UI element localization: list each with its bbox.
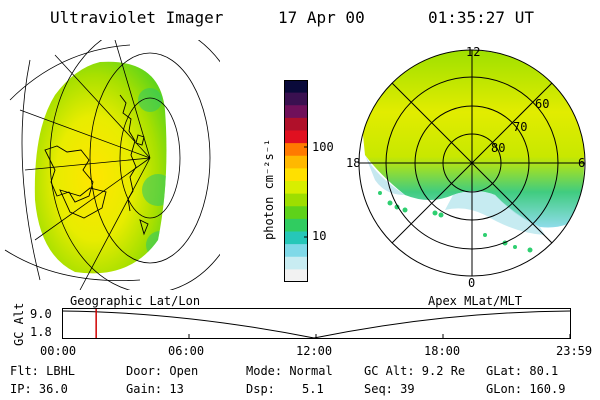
colorbar-band <box>284 269 308 282</box>
status-door: Door: Open <box>126 364 199 378</box>
colorbar-unit-label: photon cm⁻²s⁻¹ <box>262 138 276 240</box>
status-mode: Mode: Normal <box>246 364 333 378</box>
mlt-label-6: 6 <box>578 156 586 170</box>
mlt-label-18: 18 <box>346 156 361 170</box>
mlt-label-0: 0 <box>468 276 476 290</box>
timeline-xtick-1800: 18:00 <box>424 344 461 358</box>
colorbar-band <box>284 244 308 258</box>
colorbar-band <box>284 80 308 94</box>
colorbar-band <box>284 92 308 106</box>
colorbar-band <box>284 181 308 195</box>
colorbar-tick-100: 100 <box>312 140 334 154</box>
status-gain: Gain: 13 <box>126 382 184 396</box>
intensity-colorbar <box>284 80 308 282</box>
lat-label-60: 60 <box>535 97 550 111</box>
earth-disk-glow <box>34 61 167 274</box>
status-dsp-label: Dsp: <box>246 382 275 396</box>
colorbar-tick-10: 10 <box>312 229 327 243</box>
polar-image-panel <box>358 49 586 277</box>
status-gc-alt: GC Alt: 9.2 Re <box>364 364 466 378</box>
timeline-right-label: Apex MLat/MLT <box>428 294 522 308</box>
date-label: 17 Apr 00 <box>278 8 365 27</box>
lat-label-80: 80 <box>491 141 506 155</box>
time-label: 01:35:27 UT <box>428 8 534 27</box>
colorbar-band <box>284 168 308 182</box>
timeline-ytick-9: 9.0 <box>30 307 52 321</box>
colorbar-band <box>284 193 308 207</box>
colorbar-band <box>284 206 308 220</box>
status-filter: Flt: LBHL <box>10 364 76 378</box>
timeline-xtick-2359: 23:59 <box>556 344 593 358</box>
colorbar-band <box>284 105 308 119</box>
timeline-axis-label: GC Alt <box>12 302 26 346</box>
timeline-ytick-1: 1.8 <box>30 325 52 339</box>
lat-label-70: 70 <box>513 120 528 134</box>
status-seq: Seq: 39 <box>364 382 415 396</box>
colorbar-band <box>284 130 308 144</box>
timeline-xtick-1200: 12:00 <box>296 344 333 358</box>
altitude-timeline-plot <box>62 308 571 339</box>
imager-title: Ultraviolet Imager <box>50 8 224 27</box>
status-glat: GLat: 80.1 <box>486 364 559 378</box>
colorbar-band <box>284 143 308 157</box>
status-ip: IP: 36.0 <box>10 382 68 396</box>
timeline-xtick-0600: 06:00 <box>168 344 205 358</box>
timeline-left-label: Geographic Lat/Lon <box>70 294 201 308</box>
status-dsp-value: 5.1 <box>302 382 324 396</box>
geographic-image-panel <box>4 40 220 290</box>
mlt-label-12: 12 <box>466 45 481 59</box>
colorbar-band <box>284 218 308 232</box>
colorbar-band <box>284 155 308 169</box>
colorbar-band <box>284 117 308 131</box>
colorbar-band <box>284 256 308 270</box>
status-glon: GLon: 160.9 <box>486 382 566 396</box>
timeline-xtick-0000: 00:00 <box>40 344 77 358</box>
colorbar-band <box>284 231 308 245</box>
